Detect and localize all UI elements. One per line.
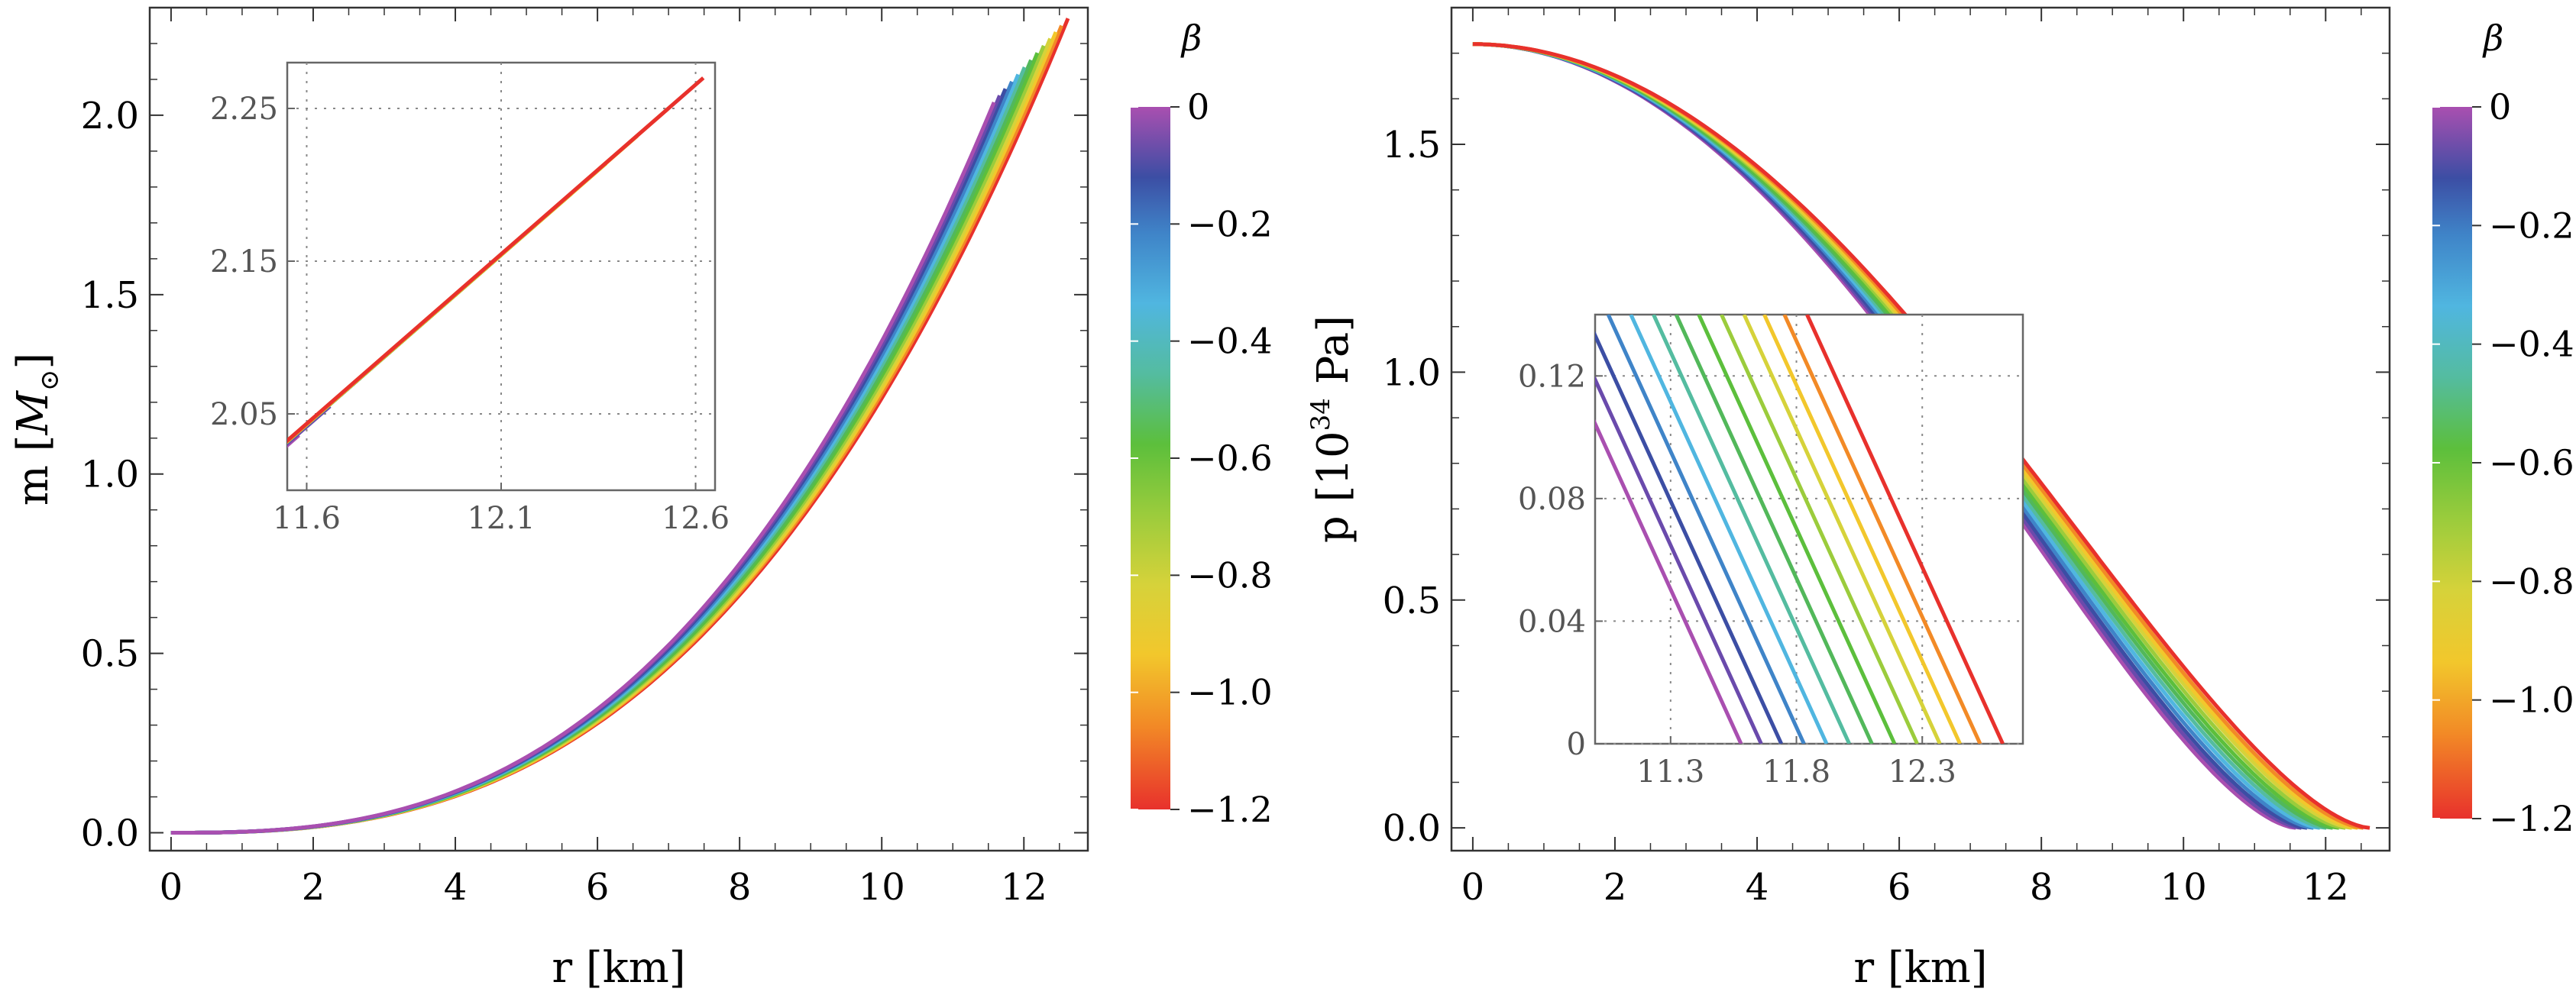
left-inset-x-tick-label: 12.6 bbox=[662, 501, 730, 536]
right-inset-x-tick-label: 11.3 bbox=[1636, 754, 1704, 790]
inset-pressure-line-beta--0.9 bbox=[1742, 315, 1942, 744]
right-x-axis-label: r [km] bbox=[1853, 943, 1987, 993]
right-panel: 0 2 4 6 8 10 120.00.51.01.5 11.3 11.8 12.300.040… bbox=[1306, 6, 2574, 993]
colorbar-tick-label: −0.8 bbox=[2489, 560, 2574, 602]
left-axis-ticks: 0 2 4 6 8 10 12 0.0 0.5 1.0 1.5 2.0 bbox=[81, 8, 1088, 909]
inset-pressure-line-beta--0.5 bbox=[1652, 315, 1851, 744]
left-x-tick-label: 0 bbox=[160, 866, 183, 909]
inset-pressure-line-beta--1.2 bbox=[1805, 315, 2005, 744]
colorbar-tick-label: −0.4 bbox=[2489, 324, 2574, 365]
right-y-tick-label: 1.0 bbox=[1383, 351, 1441, 394]
colorbar-tick-label: −1.0 bbox=[2489, 680, 2574, 721]
right-colorbar-label: β bbox=[2482, 18, 2504, 59]
left-inset-y-tick-label: 2.25 bbox=[210, 92, 278, 127]
colorbar-tick-label: −1.0 bbox=[1187, 672, 1273, 713]
left-inset: 11.6 12.1 12.6 2.05 2.15 2.25 bbox=[210, 61, 730, 536]
right-axis-ticks: 0 2 4 6 8 10 12 0.0 0.5 1.0 1.5 bbox=[1383, 8, 2390, 909]
left-colorbar: β 0 −0.2 −0.4 −0.6 −0.8 −1.0 −1.2 bbox=[1131, 18, 1273, 830]
left-x-tick-label: 4 bbox=[444, 866, 468, 909]
left-x-tick-label: 2 bbox=[302, 866, 325, 909]
left-panel: 0 2 4 6 8 10 12 0.0 0.5 1.0 1.5 2.0 11.6 12.1 12.6 2.0… bbox=[8, 6, 1273, 993]
right-inset-frame bbox=[1594, 313, 2024, 745]
right-inset-ticks: 11.3 11.8 12.3 0 0.04 0.08 0.12 bbox=[1518, 359, 1956, 790]
inset-pressure-line-beta--0.6 bbox=[1674, 315, 1874, 744]
left-colorbar-label: β bbox=[1180, 18, 1202, 59]
right-colorbar-ticks: 0 −0.2 −0.4 −0.6 −0.8 −1.0 −1.2 bbox=[2432, 86, 2574, 839]
inset-pressure-line-beta--0.2 bbox=[1595, 331, 1784, 744]
right-x-tick-label: 0 bbox=[1461, 866, 1485, 909]
colorbar-tick-label: −0.8 bbox=[1187, 554, 1273, 596]
right-x-tick-label: 6 bbox=[1888, 866, 1911, 909]
right-plot-frame bbox=[1450, 6, 2391, 852]
left-x-axis-label: r [km] bbox=[552, 943, 685, 993]
left-y-tick-label: 1.5 bbox=[81, 274, 139, 317]
inset-pressure-line-beta--0.3 bbox=[1606, 315, 1806, 744]
colorbar-tick-label: 0 bbox=[1187, 86, 1209, 128]
inset-mass-line-beta--1.2 bbox=[287, 76, 705, 444]
colorbar-tick-label: −1.2 bbox=[1187, 789, 1273, 830]
colorbar-tick-label: −1.2 bbox=[2489, 798, 2574, 839]
inset-pressure-line-beta--0.7 bbox=[1697, 315, 1897, 744]
right-inset-x-tick-label: 11.8 bbox=[1762, 754, 1830, 790]
right-inset: 11.3 11.8 12.3 0 0.04 0.08 0.12 bbox=[1518, 313, 2024, 790]
right-colorbar: β 0 −0.2 −0.4 −0.6 −0.8 −1.0 −1.2 bbox=[2432, 18, 2574, 839]
colorbar-tick-label: −0.6 bbox=[1187, 438, 1273, 479]
left-inset-frame bbox=[286, 61, 717, 492]
left-x-tick-label: 6 bbox=[586, 866, 610, 909]
inset-pressure-line-beta--0.4 bbox=[1629, 315, 1829, 744]
left-y-tick-label: 1.0 bbox=[81, 454, 139, 496]
left-colorbar-ticks: 0 −0.2 −0.4 −0.6 −0.8 −1.0 −1.2 bbox=[1131, 86, 1273, 830]
left-y-axis-label: m [M⊙] bbox=[8, 353, 65, 506]
right-inset-y-tick-label: 0.04 bbox=[1518, 604, 1586, 639]
left-y-tick-label: 2.0 bbox=[81, 95, 139, 137]
colorbar-tick-label: −0.2 bbox=[1187, 203, 1273, 244]
colorbar-tick-label: −0.6 bbox=[2489, 442, 2574, 483]
inset-pressure-line-beta-0 bbox=[1595, 418, 1743, 744]
left-x-tick-label: 10 bbox=[859, 866, 905, 909]
left-y-tick-label: 0.0 bbox=[81, 812, 139, 855]
right-inset-grid bbox=[1595, 315, 2023, 745]
left-inset-ticks: 11.6 12.1 12.6 2.05 2.15 2.25 bbox=[210, 92, 730, 536]
right-x-tick-label: 2 bbox=[1604, 866, 1627, 909]
left-curves bbox=[170, 18, 1070, 835]
colorbar-tick-label: −0.2 bbox=[2489, 205, 2574, 246]
left-inset-curves bbox=[287, 76, 705, 448]
right-y-tick-label: 0.0 bbox=[1383, 807, 1441, 850]
right-inset-y-tick-label: 0.08 bbox=[1518, 482, 1586, 517]
left-x-tick-label: 8 bbox=[728, 866, 752, 909]
right-y-tick-label: 1.5 bbox=[1383, 124, 1441, 166]
left-x-tick-label: 12 bbox=[1001, 866, 1047, 909]
left-y-tick-label: 0.5 bbox=[81, 633, 139, 676]
right-inset-curves bbox=[1595, 315, 2005, 744]
right-y-tick-label: 0.5 bbox=[1383, 580, 1441, 622]
right-y-axis-label: p [1034 Pa] bbox=[1306, 315, 1358, 543]
right-x-tick-label: 4 bbox=[1746, 866, 1769, 909]
left-plot-frame bbox=[148, 6, 1089, 852]
left-inset-y-tick-label: 2.15 bbox=[210, 244, 278, 279]
right-x-tick-label: 10 bbox=[2160, 866, 2207, 909]
right-inset-y-tick-label: 0 bbox=[1567, 727, 1586, 762]
inset-pressure-line-beta--0.8 bbox=[1720, 315, 1919, 744]
right-inset-x-tick-label: 12.3 bbox=[1888, 754, 1956, 790]
left-inset-x-tick-label: 12.1 bbox=[467, 501, 535, 536]
inset-pressure-line-beta--0.1 bbox=[1595, 375, 1763, 744]
mass-curve-beta-0 bbox=[170, 102, 996, 835]
right-x-tick-label: 12 bbox=[2303, 866, 2349, 909]
left-inset-x-tick-label: 11.6 bbox=[273, 501, 341, 536]
left-inset-y-tick-label: 2.05 bbox=[210, 397, 278, 432]
right-inset-y-tick-label: 0.12 bbox=[1518, 359, 1586, 394]
inset-pressure-line-beta--1.1 bbox=[1782, 315, 1982, 744]
colorbar-tick-label: −0.4 bbox=[1187, 321, 1273, 362]
inset-pressure-line-beta--1 bbox=[1762, 315, 1962, 744]
colorbar-tick-label: 0 bbox=[2489, 86, 2511, 128]
right-x-tick-label: 8 bbox=[2030, 866, 2053, 909]
